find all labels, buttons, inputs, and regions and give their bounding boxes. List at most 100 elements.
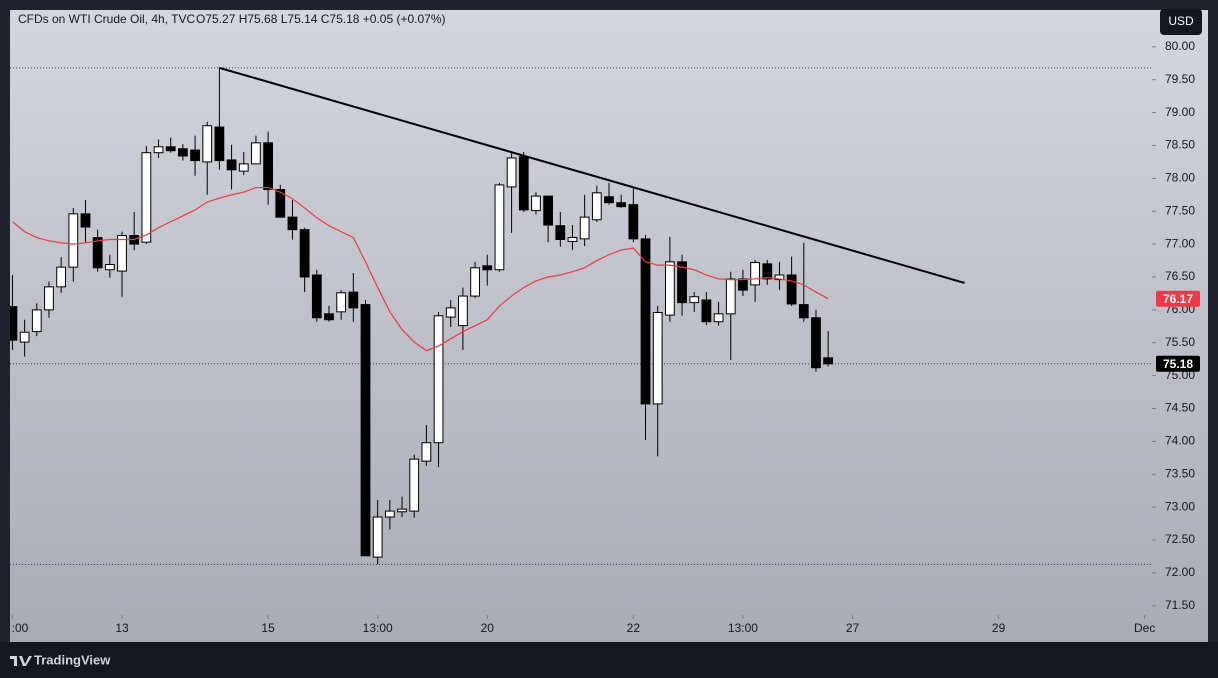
candle-body	[421, 442, 432, 462]
candle-body	[190, 149, 200, 162]
candle-body	[202, 125, 213, 163]
x-tick-label: Dec	[1134, 621, 1155, 635]
candle-body	[104, 263, 115, 271]
candle-body	[543, 195, 554, 226]
candle-body	[311, 274, 322, 319]
candle-body	[701, 299, 712, 323]
candle-body	[324, 313, 334, 321]
candle-body	[10, 306, 18, 341]
candle-body	[226, 159, 237, 171]
candle-body	[555, 225, 566, 241]
y-tick-label: 71.50	[1165, 598, 1195, 612]
candle-body	[92, 237, 103, 269]
candle-body	[19, 331, 30, 343]
moving-average	[12, 186, 829, 352]
candle-body	[628, 204, 639, 240]
y-tick-label: 72.00	[1165, 565, 1195, 579]
y-tick-label: 79.00	[1165, 105, 1195, 119]
price-badge-label: 76.17	[1163, 292, 1193, 306]
x-tick-label: 13:00	[728, 621, 758, 635]
candle-body	[677, 261, 687, 304]
candle-body	[445, 307, 456, 318]
candle-body	[31, 309, 42, 333]
chart-background	[10, 10, 1208, 642]
candle-body	[214, 126, 225, 162]
x-tick-label: 29	[992, 621, 1006, 635]
axes: 71.5072.0072.5073.0073.5074.0074.5075.00…	[12, 39, 1200, 635]
candle-body	[117, 235, 127, 272]
candle-body	[762, 263, 773, 280]
candle-body	[616, 202, 627, 208]
y-tick-label: 74.00	[1165, 434, 1195, 448]
candle-body	[141, 152, 152, 243]
candle-body	[336, 292, 347, 313]
candle-body	[750, 262, 760, 286]
candle-body	[348, 291, 359, 309]
chart-title: CFDs on WTI Crude Oil, 4h, TVC	[18, 12, 195, 26]
y-tick-label: 77.00	[1165, 236, 1195, 250]
candle-body	[177, 148, 188, 157]
candle-body	[664, 261, 675, 316]
candle-body	[738, 278, 748, 291]
candle-body	[263, 142, 273, 191]
candle-body	[384, 510, 395, 518]
candle-body	[153, 146, 164, 154]
x-tick-label: 13:00	[363, 621, 393, 635]
currency-button[interactable]	[1160, 9, 1202, 35]
candle-body	[56, 266, 67, 288]
candle-body	[409, 458, 420, 512]
candle-body	[518, 156, 529, 211]
candle-body	[823, 357, 834, 365]
candle-body	[165, 146, 176, 152]
candle-body	[725, 278, 736, 315]
ohlc-legend: O75.27 H75.68 L75.14 C75.18 +0.05 (+0.07…	[196, 12, 446, 26]
candle-body	[652, 312, 663, 405]
y-tick-label: 78.00	[1165, 171, 1195, 185]
y-tick-label: 73.50	[1165, 466, 1195, 480]
candle-body	[798, 304, 809, 319]
footer	[0, 642, 1218, 678]
logo	[10, 656, 32, 666]
candle-body	[506, 157, 517, 188]
price-badge	[1156, 355, 1200, 372]
candle-body	[811, 317, 821, 369]
x-tick-label: 22	[627, 621, 641, 635]
candle-body	[275, 189, 286, 218]
candle-body	[531, 195, 541, 212]
plot-area	[10, 66, 1152, 565]
candle-body	[604, 196, 614, 204]
y-tick-label: 80.00	[1165, 39, 1195, 53]
price-badge-label: 75.18	[1163, 357, 1193, 371]
candle-body	[360, 304, 371, 557]
y-tick-label: 74.50	[1165, 401, 1195, 415]
currency-label[interactable]: USD	[1168, 14, 1194, 28]
candle-body	[786, 274, 797, 305]
price-badge	[1156, 290, 1200, 307]
candle-body	[689, 296, 700, 304]
x-tick-label: 13	[115, 621, 129, 635]
candle-body	[397, 508, 407, 513]
candle-body	[494, 184, 505, 271]
candle-body	[287, 216, 298, 231]
x-tick-label: 15	[261, 621, 275, 635]
trendline	[219, 66, 965, 284]
candle-body	[482, 265, 493, 271]
candle-body	[433, 315, 444, 444]
candle-body	[238, 163, 249, 172]
y-tick-label: 78.50	[1165, 138, 1195, 152]
candle-body	[458, 295, 468, 327]
y-tick-label: 79.50	[1165, 72, 1195, 86]
x-tick-label: :00	[12, 621, 29, 635]
candle-body	[713, 313, 724, 323]
candle-body	[591, 192, 602, 221]
candle-body	[68, 213, 79, 268]
candle-body	[299, 229, 310, 278]
candle-body	[44, 286, 54, 311]
y-tick-label: 73.00	[1165, 499, 1195, 513]
branding: TradingView	[34, 652, 111, 667]
candle-body	[640, 238, 651, 405]
y-tick-label: 76.50	[1165, 269, 1195, 283]
candle-body	[251, 142, 261, 165]
